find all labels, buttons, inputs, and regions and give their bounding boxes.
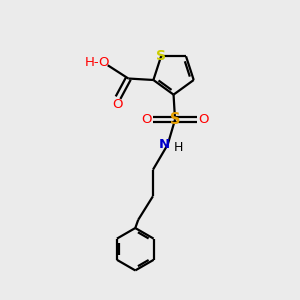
Text: H: H [173,141,183,154]
Text: S: S [170,112,180,127]
Text: H-O: H-O [85,56,110,69]
Text: O: O [141,113,152,126]
Text: S: S [156,49,166,63]
Text: N: N [159,138,170,151]
Text: O: O [112,98,123,111]
Text: O: O [198,113,209,126]
